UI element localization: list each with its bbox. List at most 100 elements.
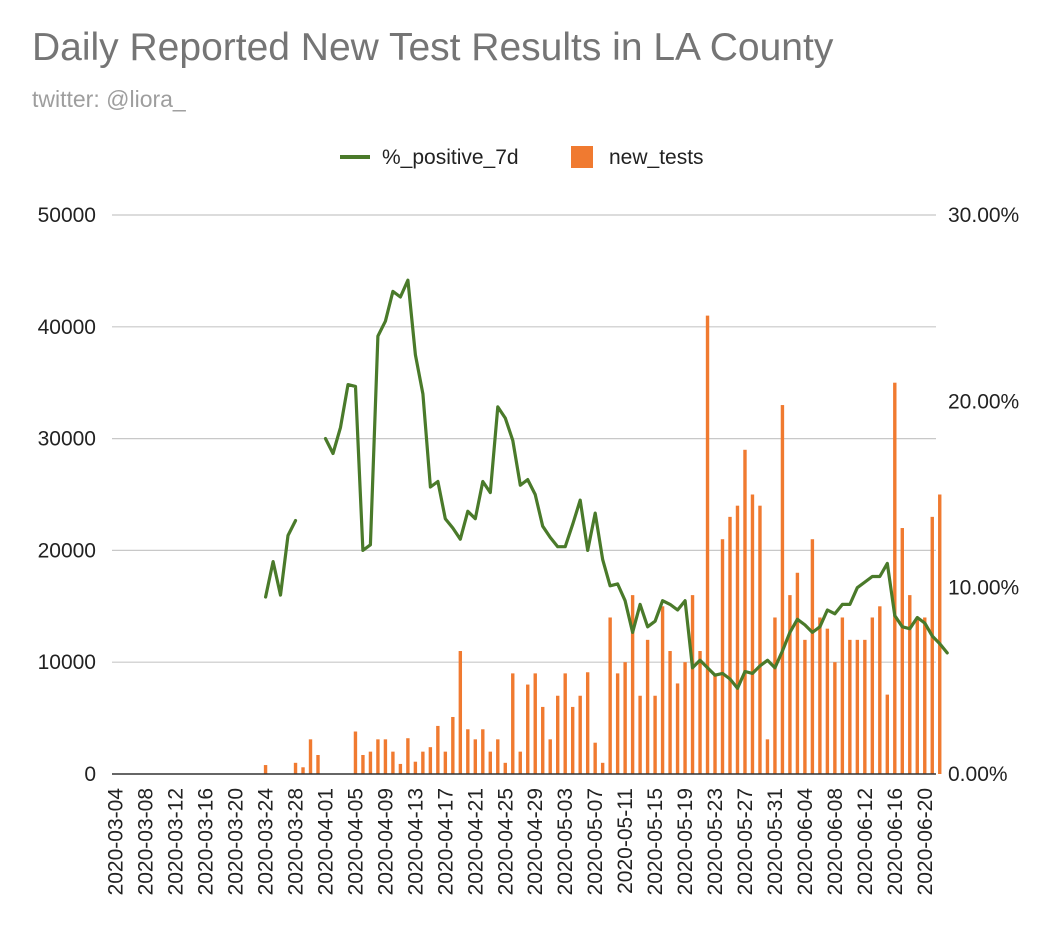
bar	[930, 516, 934, 774]
bar	[308, 739, 313, 774]
bar	[893, 382, 897, 774]
bar	[353, 731, 358, 774]
bar	[518, 751, 522, 774]
bar	[915, 617, 919, 774]
bar	[608, 617, 612, 774]
x-tick-label: 2020-03-16	[195, 788, 218, 895]
bar	[451, 716, 455, 774]
bar	[855, 639, 860, 774]
bar	[773, 617, 777, 774]
bar	[863, 639, 867, 774]
bar	[526, 684, 530, 774]
bar	[840, 617, 845, 774]
bar	[376, 739, 380, 774]
bar	[488, 751, 492, 774]
x-tick-label: 2020-03-08	[135, 788, 158, 895]
bar	[885, 694, 890, 774]
bar	[833, 662, 837, 774]
bar	[780, 405, 785, 774]
x-tick-label: 2020-04-29	[524, 788, 547, 895]
x-tick-label: 2020-04-09	[374, 788, 397, 895]
bar	[301, 767, 305, 774]
bar	[683, 662, 687, 774]
line-segment	[323, 278, 949, 690]
bar	[788, 595, 792, 774]
bar	[803, 639, 807, 774]
bar	[938, 494, 942, 774]
bar	[443, 751, 448, 774]
bar	[645, 639, 650, 774]
bar	[316, 754, 320, 774]
bar	[705, 315, 710, 774]
bar	[548, 739, 552, 774]
bar	[428, 747, 433, 774]
bar	[848, 639, 852, 774]
bar	[578, 695, 582, 774]
bar	[436, 725, 440, 774]
x-tick-label: 2020-06-04	[794, 788, 817, 896]
bar	[878, 606, 882, 774]
bar	[623, 662, 627, 774]
bar	[556, 695, 560, 774]
x-tick-label: 2020-03-28	[285, 788, 308, 895]
bar	[908, 595, 912, 774]
bar	[720, 539, 725, 774]
bar	[503, 762, 507, 774]
bar	[511, 673, 515, 774]
bar	[735, 505, 740, 774]
x-tick-label: 2020-05-07	[584, 788, 607, 895]
bar	[660, 606, 665, 774]
x-tick-label: 2020-05-23	[704, 788, 727, 895]
x-tick-label: 2020-03-24	[255, 788, 278, 896]
bar	[585, 672, 590, 774]
bar	[728, 516, 732, 774]
bar	[533, 673, 537, 774]
x-tick-label: 2020-04-17	[434, 788, 457, 895]
new-tests-bars	[263, 315, 942, 774]
legend-bar-swatch	[571, 146, 593, 168]
bar	[758, 505, 762, 774]
x-tick-label: 2020-06-08	[824, 788, 847, 895]
x-tick-label: 2020-05-15	[644, 788, 667, 895]
legend-label-tests: new_tests	[609, 146, 704, 169]
x-tick-label: 2020-05-11	[614, 788, 637, 894]
bar	[810, 539, 815, 774]
bar	[570, 706, 575, 774]
bar	[541, 706, 545, 774]
bar	[383, 739, 388, 774]
x-tick-label: 2020-03-20	[225, 788, 248, 895]
bar	[818, 617, 822, 774]
chart-title: Daily Reported New Test Results in LA Co…	[32, 26, 834, 69]
bar	[615, 673, 620, 774]
chart-subtitle: twitter: @liora_	[32, 86, 186, 112]
bar	[391, 751, 395, 774]
x-tick-label: 2020-04-05	[345, 788, 368, 895]
bar	[638, 695, 642, 774]
bar	[743, 449, 747, 774]
bar	[466, 729, 470, 774]
bar	[668, 651, 672, 774]
y-right-tick-label: 0.00%	[948, 763, 1008, 786]
bar	[713, 673, 717, 774]
x-tick-label: 2020-06-16	[884, 788, 907, 895]
legend: %_positive_7d new_tests	[340, 146, 704, 169]
bar	[496, 739, 500, 774]
bar	[698, 651, 702, 774]
y-right-tick-label: 20.00%	[948, 390, 1019, 413]
bar	[293, 762, 298, 774]
bar	[870, 617, 875, 774]
bar	[750, 494, 755, 774]
bar	[361, 754, 365, 774]
x-tick-label: 2020-05-03	[554, 788, 577, 895]
y-left-tick-label: 10000	[38, 651, 96, 674]
x-tick-label: 2020-04-21	[464, 788, 487, 895]
bar	[653, 695, 657, 774]
bar	[563, 673, 567, 774]
bar	[690, 595, 695, 774]
x-tick-label: 2020-06-20	[914, 788, 937, 895]
x-tick-label: 2020-04-01	[315, 788, 338, 895]
x-tick-label: 2020-03-12	[165, 788, 188, 895]
y-left-tick-label: 20000	[38, 539, 96, 562]
y-left-tick-label: 0	[84, 763, 96, 786]
positive-rate-line	[264, 278, 949, 690]
